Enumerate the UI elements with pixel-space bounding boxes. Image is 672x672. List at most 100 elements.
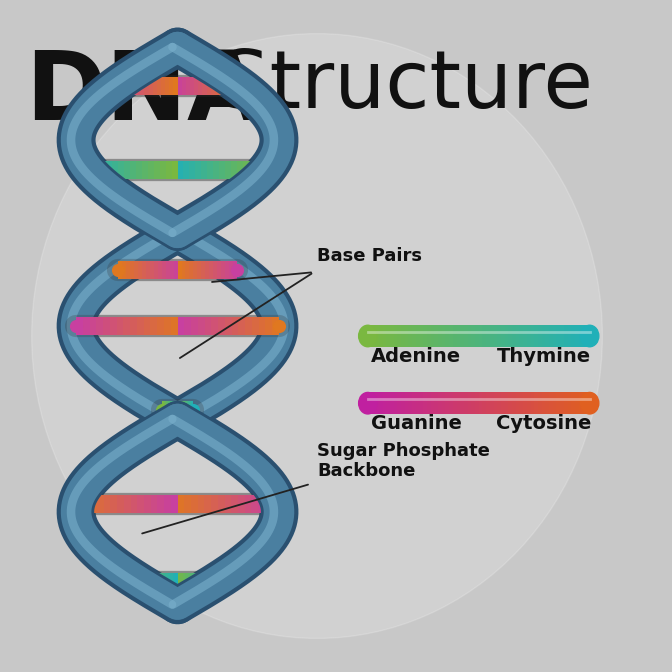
Bar bbox=[527, 392, 531, 414]
Bar bbox=[545, 392, 550, 414]
Bar bbox=[575, 325, 579, 347]
Bar bbox=[552, 325, 557, 347]
Bar bbox=[549, 392, 553, 414]
Bar bbox=[379, 325, 383, 347]
Bar bbox=[542, 325, 546, 347]
Bar bbox=[416, 325, 420, 347]
Bar bbox=[530, 392, 535, 414]
Bar bbox=[464, 325, 468, 347]
Bar bbox=[493, 392, 498, 414]
Bar bbox=[482, 392, 487, 414]
Bar bbox=[486, 392, 491, 414]
Bar bbox=[434, 392, 439, 414]
Bar bbox=[368, 325, 372, 347]
Bar bbox=[460, 392, 464, 414]
Ellipse shape bbox=[581, 325, 599, 347]
Bar bbox=[464, 392, 468, 414]
Bar bbox=[486, 325, 491, 347]
Bar bbox=[586, 392, 590, 414]
Bar bbox=[382, 325, 387, 347]
Bar bbox=[545, 325, 550, 347]
Bar bbox=[512, 392, 516, 414]
Bar bbox=[586, 325, 590, 347]
Bar bbox=[508, 392, 513, 414]
Bar bbox=[482, 325, 487, 347]
Bar bbox=[456, 392, 461, 414]
Bar bbox=[497, 392, 501, 414]
Bar bbox=[375, 392, 380, 414]
Bar bbox=[453, 325, 457, 347]
Bar bbox=[478, 392, 483, 414]
Bar bbox=[434, 325, 439, 347]
Bar bbox=[471, 325, 476, 347]
Bar bbox=[390, 392, 394, 414]
Bar bbox=[471, 392, 476, 414]
Text: Base Pairs: Base Pairs bbox=[317, 247, 422, 265]
Ellipse shape bbox=[359, 325, 377, 347]
Text: Structure: Structure bbox=[194, 47, 593, 125]
Bar bbox=[501, 325, 505, 347]
Bar bbox=[449, 325, 454, 347]
Bar bbox=[379, 392, 383, 414]
Bar bbox=[375, 325, 380, 347]
Bar bbox=[431, 392, 435, 414]
Bar bbox=[567, 392, 572, 414]
Bar bbox=[401, 325, 405, 347]
Bar bbox=[460, 325, 464, 347]
Bar bbox=[449, 392, 454, 414]
Bar bbox=[368, 392, 372, 414]
Text: Cytosine: Cytosine bbox=[497, 414, 592, 433]
Bar bbox=[409, 325, 413, 347]
Bar bbox=[468, 392, 472, 414]
Bar bbox=[416, 392, 420, 414]
Bar bbox=[382, 392, 387, 414]
Bar bbox=[453, 392, 457, 414]
Bar bbox=[412, 325, 417, 347]
Bar bbox=[493, 325, 498, 347]
Bar bbox=[394, 392, 398, 414]
Bar bbox=[419, 392, 424, 414]
Bar bbox=[405, 392, 409, 414]
Bar bbox=[446, 325, 450, 347]
Bar bbox=[372, 325, 376, 347]
Bar bbox=[508, 325, 513, 347]
Bar bbox=[564, 325, 568, 347]
Text: DNA: DNA bbox=[26, 47, 263, 140]
Bar bbox=[501, 392, 505, 414]
Bar bbox=[405, 325, 409, 347]
Bar bbox=[438, 392, 442, 414]
Bar bbox=[534, 325, 538, 347]
Bar bbox=[442, 325, 446, 347]
Bar bbox=[386, 325, 390, 347]
Bar bbox=[505, 325, 509, 347]
Bar bbox=[438, 325, 442, 347]
Bar bbox=[397, 392, 402, 414]
Bar bbox=[431, 325, 435, 347]
Bar bbox=[468, 325, 472, 347]
Bar bbox=[560, 325, 564, 347]
Text: Adenine: Adenine bbox=[371, 347, 461, 366]
Text: Thymine: Thymine bbox=[497, 347, 591, 366]
Bar bbox=[538, 392, 542, 414]
Text: Sugar Phosphate
Backbone: Sugar Phosphate Backbone bbox=[317, 442, 490, 480]
Bar bbox=[575, 392, 579, 414]
Ellipse shape bbox=[581, 392, 599, 414]
Bar bbox=[571, 325, 575, 347]
Bar bbox=[534, 392, 538, 414]
Bar bbox=[515, 392, 520, 414]
Bar bbox=[505, 392, 509, 414]
Bar bbox=[552, 392, 557, 414]
Bar bbox=[419, 325, 424, 347]
Bar bbox=[542, 392, 546, 414]
Bar bbox=[556, 325, 560, 347]
Bar bbox=[372, 392, 376, 414]
Text: Guanine: Guanine bbox=[371, 414, 462, 433]
Bar bbox=[490, 392, 494, 414]
Bar bbox=[556, 392, 560, 414]
Bar bbox=[412, 392, 417, 414]
Bar bbox=[560, 392, 564, 414]
Bar bbox=[456, 325, 461, 347]
Bar bbox=[583, 392, 587, 414]
Bar bbox=[583, 325, 587, 347]
Bar bbox=[446, 392, 450, 414]
